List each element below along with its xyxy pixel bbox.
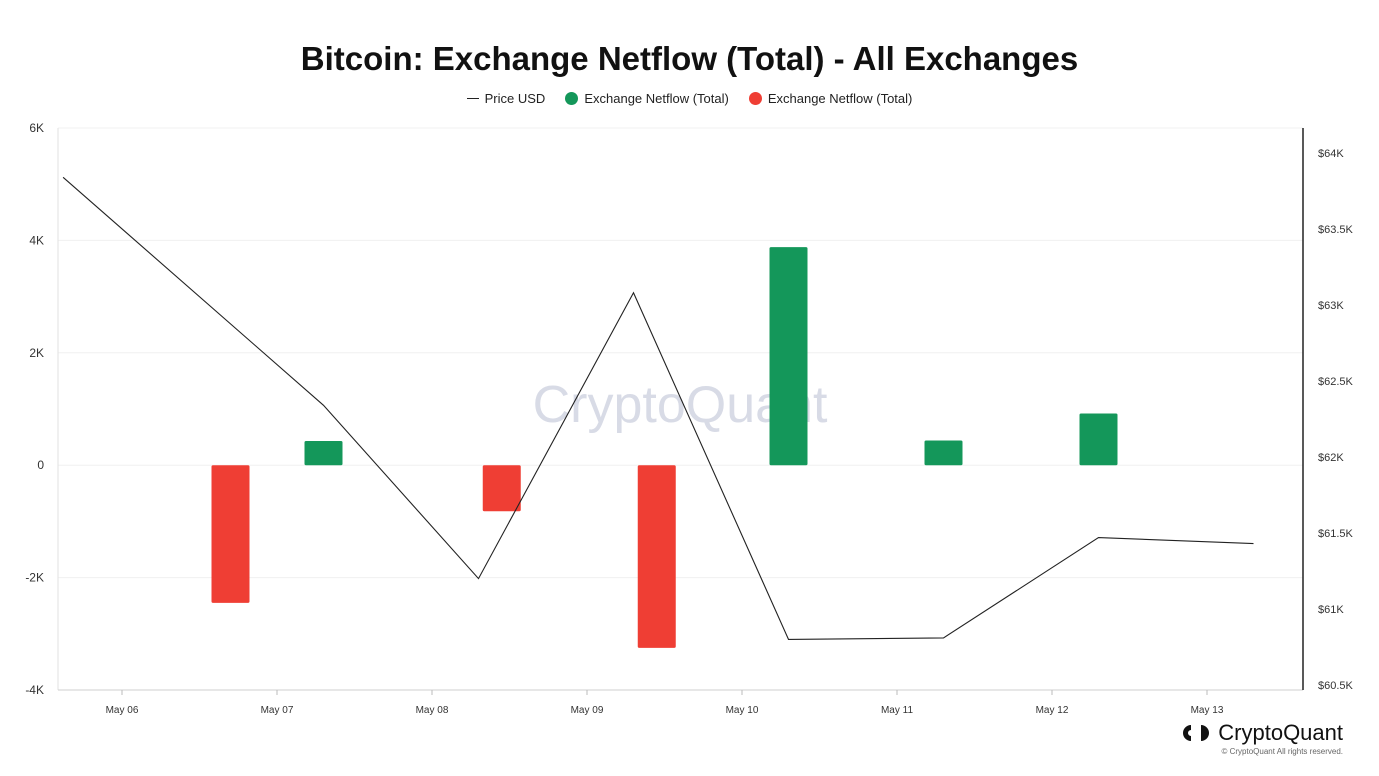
x-axis-tick-label: May 12 bbox=[1036, 705, 1069, 716]
price-line bbox=[62, 176, 1254, 640]
right-axis-tick-label: $62.5K bbox=[1318, 376, 1354, 388]
right-axis-tick-label: $64K bbox=[1318, 148, 1344, 160]
left-axis-tick-label: 0 bbox=[37, 458, 44, 472]
right-axis-tick-label: $61K bbox=[1318, 604, 1344, 616]
right-axis-tick-label: $63K bbox=[1318, 300, 1344, 312]
left-axis-tick-label: 2K bbox=[29, 346, 44, 360]
legend-label-netflow-positive: Exchange Netflow (Total) bbox=[584, 91, 729, 106]
legend-item-price[interactable]: Price USD bbox=[466, 91, 546, 106]
left-axis-tick-label: 4K bbox=[29, 233, 44, 247]
brand-name: CryptoQuant bbox=[1218, 720, 1343, 745]
legend-item-netflow-negative[interactable]: Exchange Netflow (Total) bbox=[748, 91, 913, 106]
cryptoquant-logo-icon bbox=[1183, 725, 1210, 741]
netflow-bar bbox=[482, 465, 521, 512]
legend-label-price: Price USD bbox=[484, 91, 546, 106]
chart-title: Bitcoin: Exchange Netflow (Total) - All … bbox=[300, 40, 1079, 77]
right-axis-tick-label: $61.5K bbox=[1318, 528, 1354, 540]
x-axis-tick-label: May 07 bbox=[261, 705, 294, 716]
legend-line-marker bbox=[466, 98, 479, 99]
left-axis-tick-label: -2K bbox=[25, 571, 44, 585]
netflow-bar bbox=[769, 247, 808, 466]
left-axis-tick-label: -4K bbox=[25, 683, 44, 697]
legend-item-netflow-positive[interactable]: Exchange Netflow (Total) bbox=[565, 91, 729, 106]
legend-dot-red bbox=[748, 92, 762, 105]
netflow-bar bbox=[304, 441, 343, 466]
netflow-bar bbox=[211, 465, 250, 603]
right-axis-tick-label: $62K bbox=[1318, 452, 1344, 464]
brand-logo: CryptoQuant bbox=[1182, 720, 1343, 746]
copyright-text: © CryptoQuant All rights reserved. bbox=[1221, 747, 1344, 756]
right-axis-tick-label: $60.5K bbox=[1318, 680, 1354, 692]
chart-legend: Price USD Exchange Netflow (Total) Excha… bbox=[0, 91, 1379, 106]
left-axis-tick-label: 6K bbox=[29, 121, 44, 135]
right-axis-tick-label: $63.5K bbox=[1318, 224, 1354, 236]
netflow-bar bbox=[1079, 413, 1118, 466]
netflow-bar bbox=[924, 440, 963, 466]
x-axis-tick-label: May 11 bbox=[881, 705, 913, 716]
x-axis-tick-label: May 13 bbox=[1191, 705, 1224, 716]
x-axis-tick-label: May 06 bbox=[106, 705, 139, 716]
x-axis-tick-label: May 09 bbox=[571, 705, 604, 716]
x-axis-tick-label: May 10 bbox=[726, 705, 759, 716]
netflow-bar bbox=[637, 465, 676, 648]
legend-label-netflow-negative: Exchange Netflow (Total) bbox=[767, 91, 913, 106]
legend-dot-green bbox=[565, 92, 579, 105]
x-axis-tick-label: May 08 bbox=[416, 705, 449, 716]
